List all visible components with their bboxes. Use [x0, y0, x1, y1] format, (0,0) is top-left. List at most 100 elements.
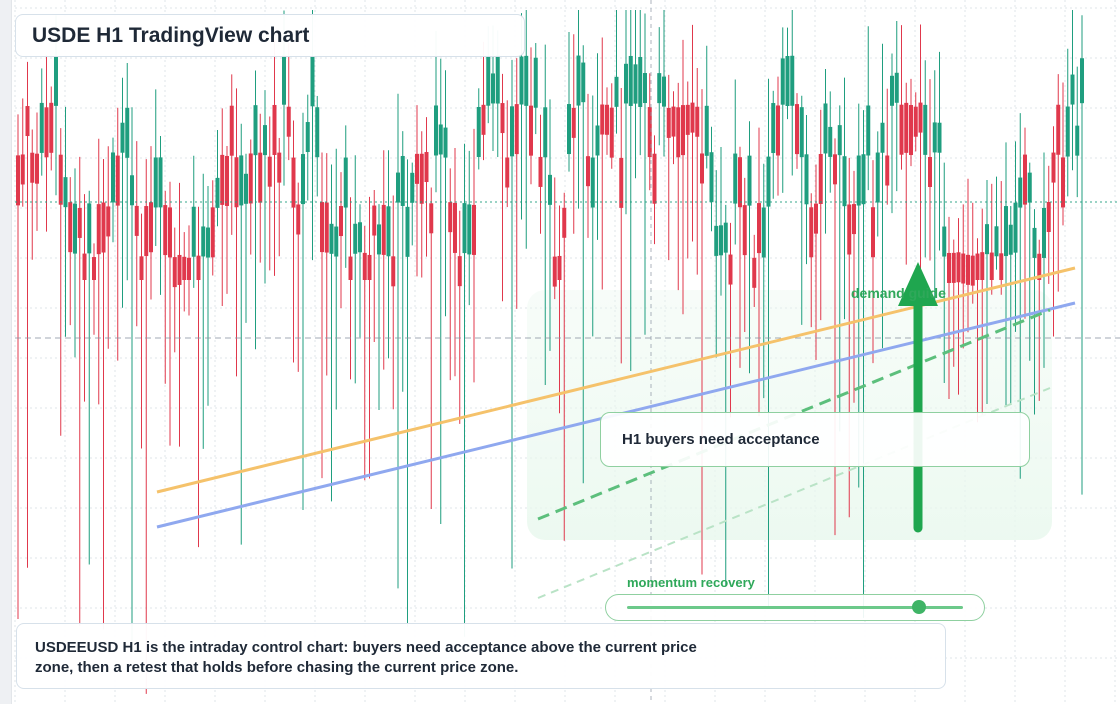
- candle-body: [453, 202, 457, 253]
- candle-body: [96, 204, 101, 255]
- candle-body: [111, 152, 115, 203]
- candle-body: [424, 152, 429, 183]
- candle-body: [343, 157, 348, 208]
- candle-body: [358, 222, 362, 253]
- candle-body: [258, 152, 263, 203]
- candle-body: [619, 157, 624, 208]
- candle-body: [282, 55, 286, 105]
- candle-body: [25, 106, 30, 137]
- candle-body: [552, 256, 557, 287]
- candle-body: [386, 206, 391, 257]
- candles: [16, 10, 1084, 694]
- candle-body: [1065, 106, 1070, 157]
- candle-body: [196, 255, 201, 280]
- candle-body: [576, 55, 581, 106]
- candle-body: [714, 225, 719, 256]
- candle-body: [571, 107, 576, 138]
- momentum-knob[interactable]: [912, 600, 927, 614]
- candle-body: [809, 207, 814, 258]
- candle-body: [400, 155, 405, 206]
- candle-body: [30, 152, 35, 183]
- candle-body: [1037, 253, 1042, 280]
- candle-body: [1056, 104, 1061, 155]
- candle-body: [1080, 58, 1084, 104]
- candle-body: [738, 157, 742, 208]
- candle-body: [201, 226, 206, 257]
- candle-body: [847, 204, 852, 255]
- candle-body: [329, 223, 334, 254]
- candle-body: [448, 202, 453, 233]
- candle-body: [780, 58, 785, 105]
- candle-body: [467, 204, 472, 255]
- candle-body: [581, 62, 586, 103]
- candle-body: [396, 172, 400, 203]
- candle-body: [866, 105, 871, 156]
- candle-body: [1051, 152, 1056, 183]
- candle-body: [225, 155, 229, 206]
- candle-body: [63, 177, 68, 208]
- candle-body: [1061, 157, 1065, 208]
- candle-body: [491, 73, 495, 104]
- candle-body: [144, 206, 149, 257]
- candle-body: [695, 106, 700, 137]
- candle-body: [320, 202, 324, 253]
- candle-body: [524, 55, 529, 106]
- candle-body: [206, 227, 210, 258]
- candle-body: [101, 202, 106, 253]
- candle-body: [505, 157, 510, 188]
- candle-body: [989, 252, 994, 280]
- candle-body: [595, 125, 600, 156]
- candle-body: [1075, 125, 1080, 156]
- candle-body: [662, 76, 666, 107]
- candle-body: [681, 105, 685, 156]
- candle-body: [68, 202, 73, 253]
- candle-body: [163, 205, 168, 256]
- candle-body: [747, 155, 752, 206]
- candle-body: [438, 124, 443, 155]
- candle-body: [229, 105, 234, 156]
- demand-guide-label: demand guide: [851, 285, 946, 301]
- candle-body: [462, 203, 467, 254]
- momentum-slider[interactable]: [605, 594, 985, 621]
- candle-body: [904, 102, 909, 153]
- candle-body: [244, 173, 248, 204]
- candle-body: [985, 224, 989, 255]
- candle-body: [49, 102, 54, 153]
- candle-body: [510, 106, 514, 157]
- candle-body: [54, 55, 58, 106]
- candle-body: [790, 55, 795, 106]
- candle-body: [286, 106, 291, 137]
- momentum-track-line: [627, 606, 963, 609]
- candle-body: [139, 256, 144, 280]
- candle-body: [999, 253, 1004, 280]
- candle-body: [58, 154, 63, 205]
- candle-body: [220, 154, 225, 205]
- candle-body: [1018, 177, 1023, 208]
- candle-body: [761, 207, 766, 258]
- candle-body: [643, 73, 647, 104]
- acceptance-callout: H1 buyers need acceptance: [600, 412, 1030, 467]
- candle-body: [909, 105, 913, 156]
- candle-body: [277, 152, 282, 183]
- candle-body: [913, 106, 918, 137]
- candle-body: [1013, 202, 1018, 253]
- candle-body: [125, 107, 130, 158]
- candle-body: [799, 107, 804, 158]
- candle-body: [757, 203, 761, 254]
- candle-body: [567, 104, 571, 155]
- candle-body: [1004, 206, 1008, 257]
- candle-body: [168, 207, 172, 258]
- candle-body: [728, 254, 733, 285]
- candle-body: [586, 156, 590, 187]
- candle-body: [961, 253, 966, 284]
- candle-body: [134, 205, 139, 236]
- candle-body: [106, 206, 111, 237]
- candle-body: [771, 103, 776, 154]
- candle-body: [785, 56, 790, 107]
- candle-body: [818, 153, 823, 204]
- candle-body: [766, 156, 771, 207]
- candle-body: [956, 252, 961, 283]
- candle-body: [633, 64, 638, 104]
- candle-body: [272, 104, 277, 155]
- candle-body: [1032, 227, 1037, 258]
